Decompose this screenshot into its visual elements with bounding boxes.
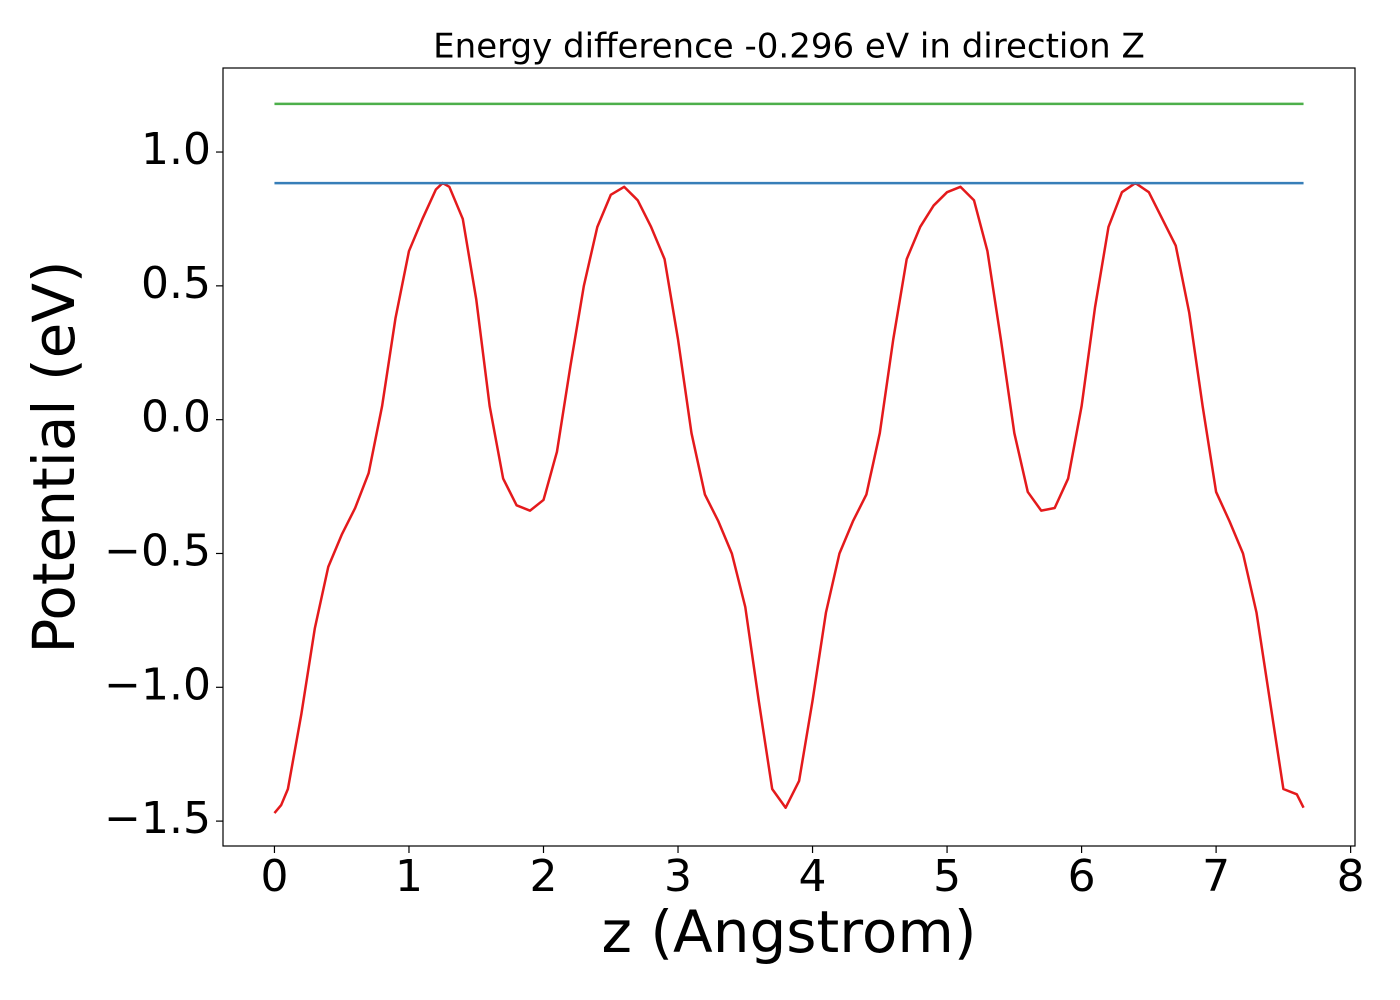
x-tick-label: 2 [529, 851, 557, 902]
x-tick-label: 0 [260, 851, 288, 902]
x-tick-label: 5 [933, 851, 961, 902]
y-tick-label: 0.0 [141, 392, 211, 443]
x-tick-label: 7 [1202, 851, 1230, 902]
y-tick-label: 0.5 [141, 258, 211, 309]
plot-frame [222, 67, 1356, 847]
chart-title: Energy difference -0.296 eV in direction… [433, 27, 1145, 67]
y-tick-label: −1.0 [104, 659, 211, 710]
x-tick-label: 6 [1068, 851, 1096, 902]
y-tick-label: −0.5 [104, 525, 211, 576]
x-axis-label: z (Angstrom) [602, 898, 977, 966]
x-tick-label: 1 [395, 851, 423, 902]
y-tick-label: −1.5 [104, 793, 211, 844]
series-line [273, 181, 1305, 814]
x-tick-label: 4 [799, 851, 827, 902]
y-tick-label: 1.0 [141, 124, 211, 175]
y-axis-label: Potential (eV) [20, 260, 88, 653]
x-tick-label: 3 [664, 851, 692, 902]
x-tick-label: 8 [1337, 851, 1365, 902]
